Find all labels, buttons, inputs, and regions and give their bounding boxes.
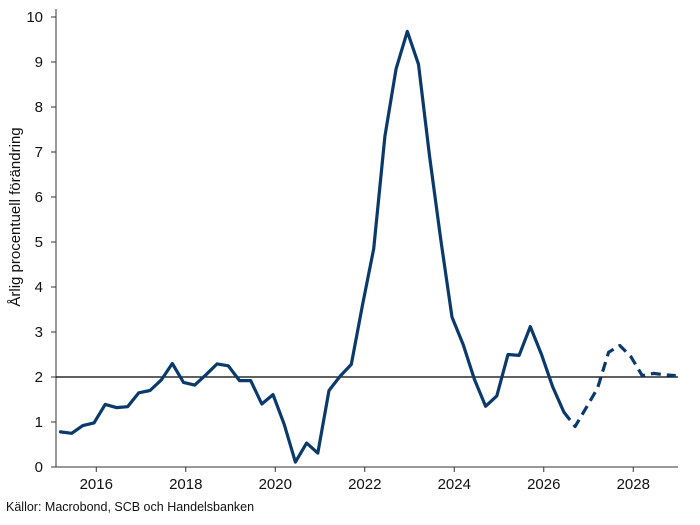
y-tick-label: 5 [35, 234, 43, 251]
x-axis-ticks: 2016 2018 2020 2022 2024 2026 2028 [80, 467, 650, 493]
y-tick-label: 2 [35, 369, 43, 386]
y-axis-title: Årlig procentuell förändring [7, 127, 24, 306]
y-tick-label: 8 [35, 99, 43, 116]
y-tick-label: 4 [35, 279, 43, 296]
x-tick-label: 2028 [617, 476, 650, 493]
y-axis-ticks: 0 1 2 3 4 5 6 7 8 9 10 [26, 9, 56, 476]
forecast-series-line [562, 343, 676, 429]
source-note: Källor: Macrobond, SCB och Handelsbanken [6, 500, 255, 514]
x-tick-label: 2016 [80, 476, 113, 493]
x-tick-label: 2024 [438, 476, 471, 493]
y-tick-label: 0 [35, 459, 43, 476]
y-tick-label: 3 [35, 324, 43, 341]
x-tick-label: 2020 [259, 476, 292, 493]
y-tick-label: 6 [35, 189, 43, 206]
y-tick-label: 1 [35, 414, 43, 431]
y-tick-label: 10 [26, 9, 43, 26]
x-tick-label: 2022 [348, 476, 381, 493]
y-tick-label: 7 [35, 144, 43, 161]
x-tick-label: 2018 [169, 476, 202, 493]
series-group [58, 29, 676, 464]
x-tick-label: 2026 [527, 476, 560, 493]
outcome-series-line [58, 29, 566, 464]
y-tick-label: 9 [35, 54, 43, 71]
